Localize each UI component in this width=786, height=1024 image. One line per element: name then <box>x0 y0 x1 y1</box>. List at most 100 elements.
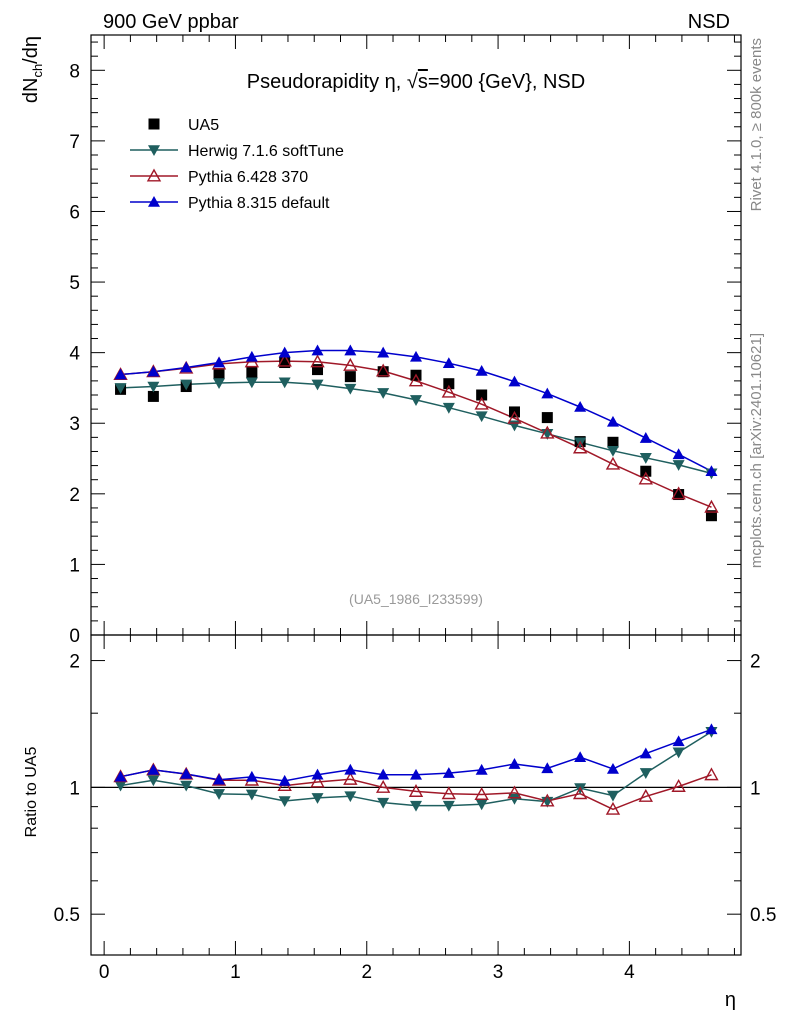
ratio-point-pythia-8-315-default <box>344 763 357 775</box>
main-point-ua5 <box>377 366 389 378</box>
main-point-pythia-8-315-default <box>410 350 422 362</box>
ratio-point-pythia-8-315-default <box>541 762 554 774</box>
main-point-ua5 <box>705 510 717 522</box>
ratio-point-pythia-8-315-default <box>410 768 422 780</box>
main-point-herwig-7-1-6-softtune <box>410 395 422 406</box>
ratio-point-pythia-8-315-default <box>606 762 619 774</box>
ratio-y-axis-label: Ratio to UA5 <box>23 747 40 838</box>
ratio-point-herwig-7-1-6-softtune <box>114 780 127 792</box>
ratio-point-herwig-7-1-6-softtune <box>278 796 291 808</box>
main-point-pythia-6-428-370 <box>441 384 457 398</box>
main-point-herwig-7-1-6-softtune <box>475 411 488 423</box>
main-point-pythia-8-315-default <box>705 465 718 477</box>
main-point-herwig-7-1-6-softtune <box>147 381 160 393</box>
main-point-pythia-8-315-default <box>508 375 521 387</box>
main-point-pythia-6-428-370 <box>572 440 588 454</box>
main-point-pythia-6-428-370 <box>671 486 686 500</box>
main-point-ua5 <box>607 436 619 448</box>
ratio-point-herwig-7-1-6-softtune <box>475 799 488 811</box>
y-tick-label: 4 <box>69 344 80 365</box>
main-point-pythia-6-428-370 <box>343 357 358 371</box>
main-point-pythia-8-315-default <box>606 415 619 427</box>
main-point-ua5 <box>541 412 553 424</box>
main-point-pythia-8-315-default <box>311 344 324 356</box>
analysis-source-label: (UA5_1986_I233599) <box>349 591 483 607</box>
y-tick-label: 3 <box>69 414 80 435</box>
ratio-point-pythia-8-315-default <box>278 774 291 786</box>
y-axis-label-rest: /dη <box>20 36 42 64</box>
main-point-ua5 <box>476 389 488 401</box>
main-point-pythia-8-315-default <box>147 365 160 377</box>
main-point-pythia-8-315-default <box>442 357 455 369</box>
ratio-point-pythia-8-315-default <box>574 751 587 763</box>
main-point-pythia-8-315-default <box>344 344 357 356</box>
plot-title-suffix: =900 {GeV}, NSD <box>428 71 585 93</box>
ratio-point-pythia-8-315-default <box>245 770 258 782</box>
main-point-pythia-6-428-370 <box>277 353 292 367</box>
y-axis-label: dNch/dη <box>20 36 45 103</box>
y-axis-label-base: dN <box>20 78 42 104</box>
ratio-point-pythia-6-428-370 <box>375 779 391 793</box>
mcplots-citation-note: mcplots.cern.ch [arXiv:2401.10621] <box>748 333 765 568</box>
main-point-ua5 <box>279 357 291 369</box>
main-point-herwig-7-1-6-softtune <box>639 453 652 464</box>
main-point-pythia-8-315-default <box>245 350 258 362</box>
main-point-pythia-8-315-default <box>377 346 390 358</box>
main-point-herwig-7-1-6-softtune <box>606 445 619 457</box>
plot-title-sqrt-arg: s <box>418 71 428 93</box>
header-energy-label: 900 GeV ppbar <box>103 11 239 33</box>
ratio-tick-label: 1 <box>69 778 80 799</box>
legend-label-pythia8: Pythia 8.315 default <box>188 195 330 212</box>
ratio-point-herwig-7-1-6-softtune <box>344 791 357 803</box>
main-point-pythia-6-428-370 <box>507 410 522 424</box>
main-point-ua5 <box>147 390 159 402</box>
main-point-pythia-8-315-default <box>213 356 226 368</box>
ratio-tick-label: 0.5 <box>54 905 80 926</box>
main-point-ua5 <box>344 371 356 383</box>
x-tick-label: 1 <box>230 962 241 983</box>
legend-symbol-ua5 <box>148 118 160 130</box>
axis-ticks: 0 1 2 3 4 0 1 2 3 4 5 6 7 8 0.5 0.5 1 1 2 2 <box>54 35 776 983</box>
ratio-point-herwig-7-1-6-softtune <box>311 793 324 804</box>
legend-label-herwig: Herwig 7.1.6 softTune <box>188 143 344 160</box>
legend-marker-ua5 <box>148 118 160 130</box>
series-markers <box>113 344 719 815</box>
ratio-point-pythia-6-428-370 <box>343 771 358 785</box>
ratio-point-pythia-6-428-370 <box>474 787 489 800</box>
ratio-line-herwig-7-1-6-softtune <box>120 731 712 807</box>
main-point-pythia-6-428-370 <box>605 456 621 470</box>
ratio-point-herwig-7-1-6-softtune <box>410 800 422 812</box>
plot-title-sqrt: √ <box>407 71 418 93</box>
rivet-version-note: Rivet 4.1.0, ≥ 800k events <box>748 38 765 211</box>
ratio-point-pythia-8-315-default <box>377 768 390 780</box>
header-process-label: NSD <box>688 11 730 33</box>
legend-entry-pythia6: Pythia 6.428 370 <box>130 168 308 186</box>
plot-title: Pseudorapidity η, √s=900 {GeV}, NSD <box>247 71 585 93</box>
main-point-ua5 <box>640 465 652 477</box>
y-tick-label: 6 <box>69 202 80 223</box>
ratio-point-pythia-8-315-default <box>147 763 160 775</box>
main-point-pythia-6-428-370 <box>310 354 325 368</box>
ratio-point-herwig-7-1-6-softtune <box>180 780 193 792</box>
main-point-herwig-7-1-6-softtune <box>278 377 291 389</box>
legend-marker-pythia6 <box>130 168 178 182</box>
ratio-tick-label: 2 <box>69 652 80 673</box>
ratio-point-pythia-6-428-370 <box>408 784 424 797</box>
legend-marker-pythia8 <box>130 196 178 207</box>
main-point-herwig-7-1-6-softtune <box>344 383 357 395</box>
ratio-point-pythia-8-315-default <box>475 763 488 775</box>
series-lines <box>120 349 712 811</box>
main-point-pythia-6-428-370 <box>540 425 555 439</box>
main-point-ua5 <box>312 364 324 376</box>
main-point-ua5 <box>213 368 225 380</box>
y-tick-label: 0 <box>69 626 80 647</box>
legend-entry-pythia8: Pythia 8.315 default <box>130 195 330 212</box>
main-point-herwig-7-1-6-softtune <box>180 379 193 391</box>
ratio-point-pythia-6-428-370 <box>540 793 555 807</box>
main-point-herwig-7-1-6-softtune <box>245 377 258 389</box>
ratio-point-herwig-7-1-6-softtune <box>377 797 390 809</box>
ratio-point-pythia-6-428-370 <box>441 786 457 800</box>
y-axis-label-sub: ch <box>30 64 45 78</box>
ratio-point-herwig-7-1-6-softtune <box>442 800 455 812</box>
ratio-point-herwig-7-1-6-softtune <box>639 768 652 779</box>
